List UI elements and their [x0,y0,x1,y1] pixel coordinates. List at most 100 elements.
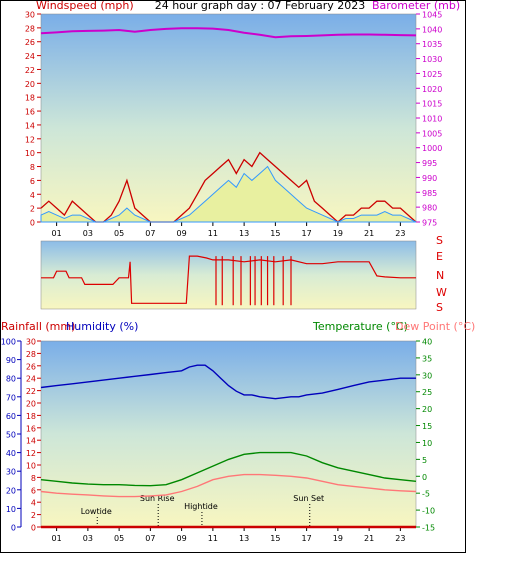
barometer-y-tick-label: 990 [422,174,437,183]
barometer-y-tick-label: 1020 [422,85,442,94]
x-tick-label: 15 [270,229,280,238]
wind-y-tick-label: 26 [25,38,35,47]
rain-y-tick-label: 22 [26,387,36,396]
x-tick-label: 17 [302,534,312,543]
temp-y-tick-label: 15 [422,422,432,431]
humidity-y-tick-label: 50 [6,431,16,440]
rain-y-tick-label: 30 [26,338,36,347]
temp-y-tick-label: 10 [422,439,432,448]
x-tick-label: 03 [83,534,93,543]
barometer-y-tick-label: 1030 [422,55,442,64]
humidity-y-tick-label: 60 [6,412,16,421]
humidity-y-tick-label: 40 [6,449,16,458]
wind-y-tick-label: 4 [30,191,35,200]
humidity-y-tick-label: 90 [6,356,16,365]
x-tick-label: 07 [145,229,155,238]
x-tick-label: 05 [114,534,124,543]
temperature-line [40,451,417,487]
barometer-y-tick-label: 1015 [422,100,442,109]
temp-y-tick-label: 30 [422,371,432,380]
x-tick-label: 19 [333,534,343,543]
rain-y-tick-label: 28 [26,350,36,359]
wind-y-tick-label: 14 [25,121,35,130]
humidity-y-tick-label: 10 [6,505,16,514]
x-tick-label: 21 [364,229,374,238]
barometer-y-tick-label: 1035 [422,40,442,49]
barometer-line [40,27,417,39]
barometer-y-tick-label: 980 [422,204,437,213]
dew-point-line [40,473,417,498]
temp-y-tick-label: -5 [422,490,430,499]
temp-y-tick-label: 25 [422,388,432,397]
x-tick-label: 19 [333,229,343,238]
x-tick-label: 11 [208,534,218,543]
rain-y-tick-label: 2 [31,511,36,520]
rain-y-tick-label: 18 [26,412,36,421]
direction-tick-label: W [436,286,447,299]
temp-y-tick-label: -10 [422,507,435,516]
barometer-axis-label: Barometer (mb) [372,0,460,12]
barometer-y-tick-label: 1005 [422,129,442,138]
direction-tick-label: S [436,234,443,247]
barometer-y-tick-label: 1040 [422,25,442,34]
x-tick-label: 01 [52,534,62,543]
annotation-label: Hightide [184,502,218,511]
wind-y-tick-label: 8 [30,163,35,172]
rain-y-tick-label: 6 [31,486,36,495]
rain-y-tick-label: 14 [26,437,36,446]
humidity-y-tick-label: 70 [6,393,16,402]
direction-tick-label: S [436,301,443,314]
x-tick-label: 09 [177,534,187,543]
x-tick-label: 11 [208,229,218,238]
barometer-y-tick-label: 975 [422,219,437,228]
wind-y-tick-label: 6 [30,177,35,186]
wind-y-tick-label: 28 [25,24,35,33]
x-tick-label: 23 [395,229,405,238]
x-tick-label: 09 [177,229,187,238]
temp-y-tick-label: -15 [422,524,435,533]
direction-tick-label: E [436,250,443,263]
windspeed-area [40,165,417,223]
rain-y-tick-label: 26 [26,362,36,371]
barometer-y-tick-label: 985 [422,189,437,198]
direction-plot-area [40,240,417,310]
barometer-y-tick-label: 1045 [422,11,442,20]
wind-y-tick-label: 12 [25,135,35,144]
wind-y-tick-label: 22 [25,66,35,75]
wind-y-tick-label: 10 [25,149,35,158]
direction-line [41,255,416,304]
rain-y-tick-label: 4 [31,499,36,508]
temp-y-tick-label: 20 [422,405,432,414]
rainfall-axis-label: Rainfall (mm) [1,320,75,333]
rain-y-tick-label: 16 [26,424,36,433]
x-tick-label: 03 [83,229,93,238]
humidity-y-tick-label: 30 [6,468,16,477]
wind-y-tick-label: 20 [25,80,35,89]
chart-title: 24 hour graph day : 07 February 2023 [155,0,366,12]
wind-y-tick-label: 30 [25,11,35,20]
barometer-y-tick-label: 995 [422,159,437,168]
x-tick-label: 07 [145,534,155,543]
humidity-y-tick-label: 20 [6,486,16,495]
wind-y-tick-label: 24 [25,52,35,61]
barometer-y-tick-label: 1010 [422,115,442,124]
rain-y-tick-label: 24 [26,375,36,384]
x-tick-label: 13 [239,534,249,543]
direction-tick-label: N [436,269,444,282]
temp-plot-area [40,340,417,528]
x-tick-label: 05 [114,229,124,238]
rain-y-tick-label: 20 [26,400,36,409]
windspeed-axis-label: Windspeed (mph) [36,0,134,12]
temperature-axis-label: Temperature (°C) [312,320,408,333]
annotation-label: Sun Rise [140,494,175,503]
temp-y-tick-label: 40 [422,338,432,347]
humidity-y-tick-label: 100 [1,338,16,347]
annotation-label: Lowtide [81,507,112,516]
temp-y-tick-label: 35 [422,354,432,363]
x-tick-label: 15 [270,534,280,543]
rain-y-tick-label: 8 [31,474,36,483]
x-tick-label: 23 [395,534,405,543]
x-tick-label: 17 [302,229,312,238]
x-tick-label: 01 [52,229,62,238]
humidity-axis-label: Humidity (%) [66,320,138,333]
